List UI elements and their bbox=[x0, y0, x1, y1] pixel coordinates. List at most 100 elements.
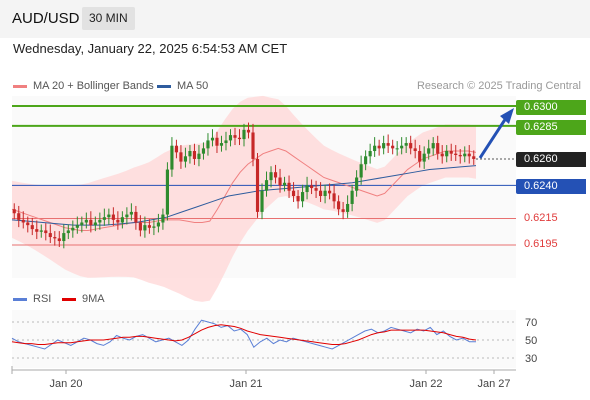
candle-body bbox=[98, 219, 102, 223]
instrument-title: AUD/USD bbox=[12, 10, 80, 27]
research-credit: Research © 2025 Trading Central bbox=[416, 80, 581, 92]
projection-arrowhead bbox=[500, 108, 514, 124]
timestamp: Wednesday, January 22, 2025 6:54:53 AM C… bbox=[13, 41, 288, 56]
candle-body bbox=[21, 219, 25, 223]
candle-body bbox=[409, 143, 413, 149]
legend-item-ma50: MA 50 bbox=[157, 80, 208, 92]
ma50-swatch bbox=[157, 84, 171, 88]
candle-body bbox=[242, 129, 246, 140]
candle-body bbox=[395, 148, 399, 150]
candle-body bbox=[377, 145, 381, 149]
candle-body bbox=[314, 188, 318, 191]
candle-body bbox=[89, 219, 93, 226]
candle-body bbox=[255, 158, 260, 212]
candle-body bbox=[201, 148, 206, 154]
candle-body bbox=[323, 190, 327, 197]
candle-body bbox=[368, 151, 372, 157]
candle-body bbox=[165, 169, 169, 215]
candle-body bbox=[62, 233, 66, 242]
candle-body bbox=[431, 143, 435, 149]
candle-body bbox=[183, 156, 188, 162]
candle-body bbox=[26, 222, 30, 226]
candle-body bbox=[39, 230, 43, 232]
candle-body bbox=[296, 196, 300, 202]
candle-body bbox=[427, 148, 431, 154]
candle-body bbox=[224, 140, 228, 144]
candle-body bbox=[134, 211, 138, 223]
candle-body bbox=[75, 225, 79, 228]
candle-body bbox=[206, 140, 210, 149]
candle-body bbox=[179, 152, 183, 162]
candle-body bbox=[188, 151, 192, 157]
candle-body bbox=[373, 145, 377, 152]
candle-body bbox=[440, 153, 444, 157]
candle-body bbox=[359, 164, 363, 178]
candle-body bbox=[260, 190, 264, 212]
resistance-2-label: 0.6300 bbox=[516, 100, 586, 115]
candle-body bbox=[57, 238, 61, 242]
candle-body bbox=[84, 219, 88, 223]
candle-body bbox=[418, 151, 422, 162]
projection-arrow bbox=[478, 117, 508, 159]
candle-body bbox=[386, 143, 390, 146]
rsi-tick-label: 50 bbox=[525, 335, 537, 347]
candle-body bbox=[472, 156, 476, 159]
candle-body bbox=[17, 213, 21, 220]
candle-body bbox=[30, 225, 34, 230]
time-axis-label: Jan 22 bbox=[409, 378, 442, 390]
candle-body bbox=[66, 230, 70, 234]
candle-body bbox=[116, 219, 120, 223]
candle-body bbox=[454, 153, 458, 155]
support-2-label: 0.6195 bbox=[524, 238, 558, 250]
candle-body bbox=[278, 177, 282, 186]
candle-body bbox=[291, 190, 296, 197]
timeframe-badge[interactable]: 30 MIN bbox=[82, 7, 135, 30]
candle-body bbox=[341, 209, 345, 212]
legend-label: MA 50 bbox=[177, 80, 209, 92]
rsi-ma9-line bbox=[11, 324, 477, 345]
pivot-label: 0.6240 bbox=[516, 179, 586, 194]
candle-body bbox=[129, 211, 133, 215]
candle-body bbox=[35, 229, 39, 232]
candle-body bbox=[138, 222, 142, 231]
candle-body bbox=[382, 143, 386, 149]
candle-body bbox=[93, 222, 97, 226]
legend-label: RSI bbox=[33, 293, 52, 305]
candle-body bbox=[328, 190, 332, 194]
candle-body bbox=[269, 172, 273, 181]
candle-body bbox=[445, 151, 449, 157]
legend-item-rsi: RSI bbox=[13, 293, 51, 305]
rsi-tick-label: 30 bbox=[525, 353, 537, 365]
candle-body bbox=[309, 185, 314, 189]
candle-body bbox=[152, 226, 156, 228]
candle-body bbox=[107, 214, 111, 218]
candle-body bbox=[111, 214, 115, 220]
ma20-swatch bbox=[13, 84, 27, 88]
candle-body bbox=[192, 151, 197, 159]
candle-body bbox=[413, 148, 417, 152]
candle-body bbox=[273, 172, 278, 178]
candle-body bbox=[143, 225, 147, 231]
time-axis-label: Jan 27 bbox=[477, 378, 510, 390]
candle-body bbox=[210, 137, 215, 141]
resistance-1-label: 0.6285 bbox=[516, 120, 586, 135]
candle-body bbox=[102, 217, 106, 220]
candle-body bbox=[364, 156, 368, 165]
candle-body bbox=[463, 153, 467, 157]
candle-body bbox=[228, 135, 233, 141]
candle-body bbox=[156, 222, 160, 227]
candle-body bbox=[449, 151, 453, 154]
candle-body bbox=[197, 153, 201, 159]
legend-label: MA 20 + Bollinger Bands bbox=[33, 80, 154, 92]
candle-body bbox=[319, 190, 323, 197]
legend-item-9ma: 9MA bbox=[62, 293, 105, 305]
candle-body bbox=[44, 230, 48, 234]
candle-body bbox=[174, 145, 179, 153]
candle-body bbox=[219, 143, 224, 146]
candle-body bbox=[80, 222, 84, 226]
candle-body bbox=[287, 182, 291, 191]
candle-body bbox=[350, 190, 354, 204]
candle-body bbox=[305, 185, 309, 193]
candle-body bbox=[346, 203, 350, 212]
